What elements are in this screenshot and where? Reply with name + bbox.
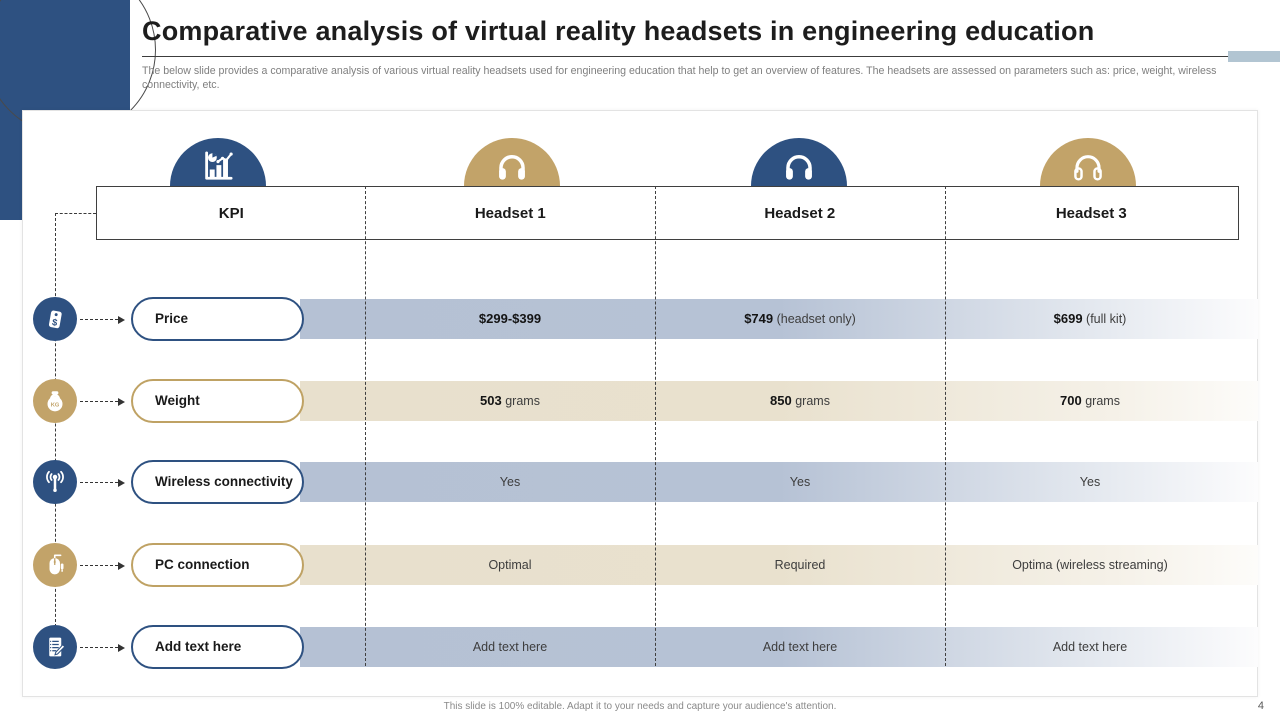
kpi-label-addtext: Add text here [131,625,304,669]
price-tag-icon: $ [48,310,62,329]
price-row-icon-circle: $ [33,297,77,341]
kpi-label-wireless: Wireless connectivity [131,460,304,504]
cell-weight-headset1: 503 grams [480,393,540,409]
cell-pc-headset2: Required [774,558,826,573]
rail-line [55,213,56,647]
cell-pc-headset3: Optima (wireless streaming) [1012,558,1168,573]
headphones-outline-icon [1074,155,1102,181]
kpi-label-price: Price [131,297,304,341]
analytics-chart-icon [205,151,233,180]
column-header-headset1: Headset 1 [474,204,546,222]
svg-text:KG: KG [51,402,60,408]
title-underline [142,56,1228,57]
column-header-headset2: Headset 2 [764,204,836,222]
title-end-bar [1228,51,1280,62]
slide-subtitle: The below slide provides a comparative a… [142,65,1217,91]
row-arrow [80,561,125,570]
pc-row-icon-circle [33,543,77,587]
weight-row-icon-circle: KG [33,379,77,423]
wireless-antenna-icon [46,470,64,492]
document-pen-icon [49,637,66,657]
row-band-price [300,299,1258,339]
cell-addtext-headset2: Add text here [762,640,838,655]
row-band-weight [300,381,1258,421]
addtext-row-icon-circle [33,625,77,669]
headphones-icon [499,155,525,180]
pc-mouse-icon [49,554,64,575]
column-header-kpi: KPI [218,204,244,222]
cell-pc-headset1: Optimal [488,558,532,573]
cell-wireless-headset3: Yes [1079,475,1101,490]
cell-price-headset1: $299-$399 [478,311,542,327]
column-header-headset3: Headset 3 [1055,204,1127,222]
kpi-label-weight: Weight [131,379,304,423]
cell-wireless-headset2: Yes [789,475,811,490]
cell-weight-headset2: 850 grams [770,393,830,409]
kpi-label-pc: PC connection [131,543,304,587]
column-divider [655,186,656,666]
row-band-pc [300,545,1258,585]
cell-wireless-headset1: Yes [499,475,521,490]
page-number: 4 [1257,700,1264,712]
table-header-row: KPI Headset 1 Headset 2 Headset 3 [96,186,1239,240]
row-arrow [80,315,125,324]
row-band-wireless [300,462,1258,502]
footer-note: This slide is 100% editable. Adapt it to… [443,701,837,712]
row-band-addtext [300,627,1258,667]
row-arrow [80,643,125,652]
cell-addtext-headset3: Add text here [1052,640,1128,655]
headphones-icon [786,155,812,180]
column-divider [945,186,946,666]
svg-text:$: $ [51,317,59,328]
weight-kg-icon: KG [47,391,63,412]
rail-connector [55,213,96,214]
cell-price-headset2: $749 (headset only) [744,311,856,327]
row-arrow [80,478,125,487]
wireless-row-icon-circle [33,460,77,504]
cell-price-headset3: $699 (full kit) [1053,311,1127,327]
cell-addtext-headset1: Add text here [472,640,548,655]
cell-weight-headset3: 700 grams [1060,393,1120,409]
row-arrow [80,397,125,406]
column-divider [365,186,366,666]
page-title: Comparative analysis of virtual reality … [142,16,1095,46]
